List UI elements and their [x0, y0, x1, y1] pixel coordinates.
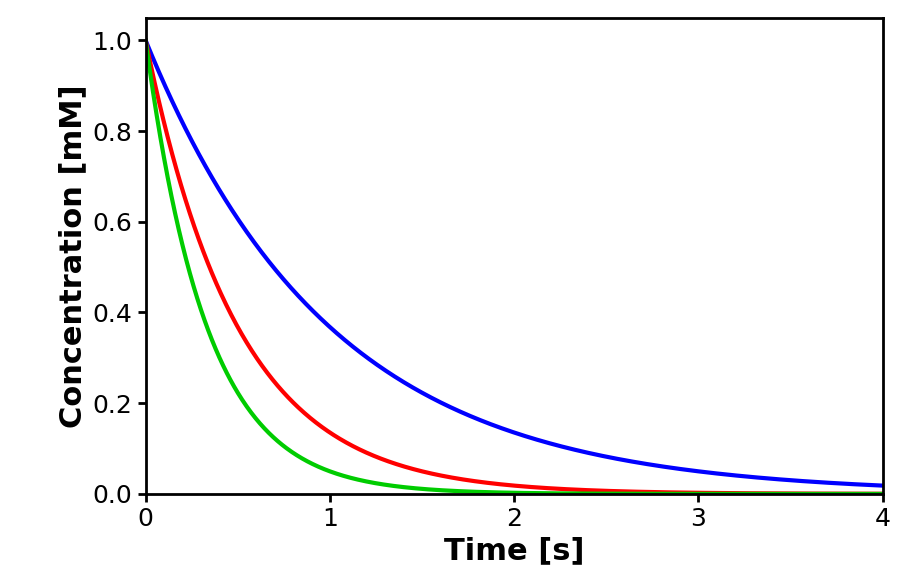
Y-axis label: Concentration [mM]: Concentration [mM]	[58, 84, 87, 427]
X-axis label: Time [s]: Time [s]	[444, 537, 584, 566]
